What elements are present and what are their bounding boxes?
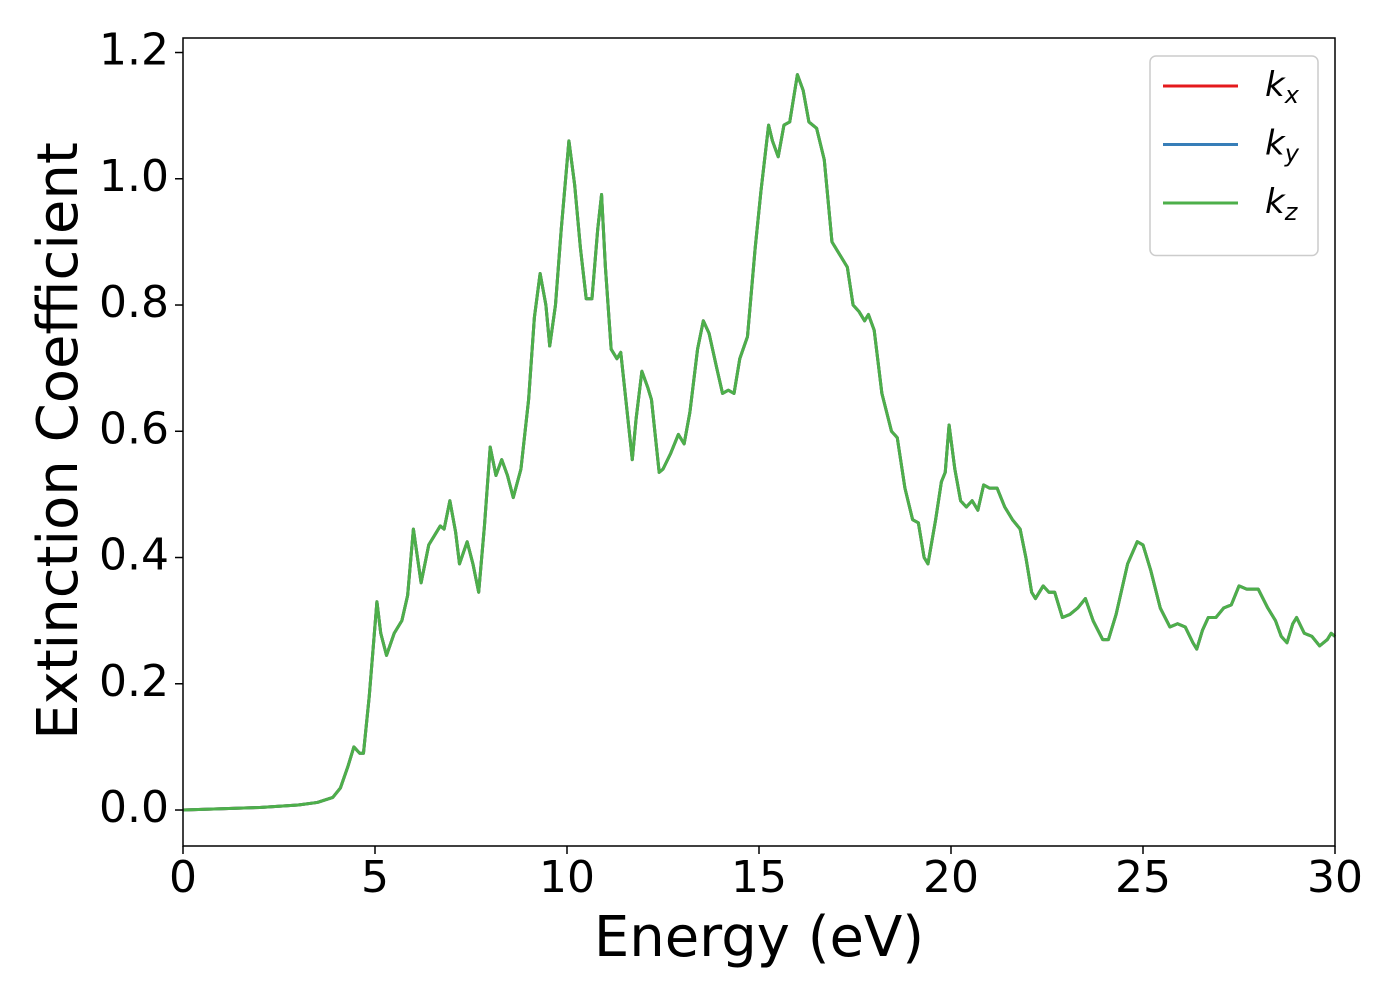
y-tick-label: 0.6	[99, 403, 169, 454]
legend-label: kx	[1265, 65, 1300, 110]
legend-box	[1149, 55, 1319, 257]
legend-label: kz	[1265, 182, 1299, 227]
y-tick-label: 0.2	[99, 656, 169, 707]
y-tick-label: 1.2	[99, 25, 169, 76]
x-tick-label: 0	[169, 852, 197, 903]
plot-frame	[182, 37, 1336, 847]
x-tick-label: 5	[361, 852, 389, 903]
x-tick-label: 25	[1115, 852, 1171, 903]
x-tick-label: 10	[539, 852, 595, 903]
y-axis-label: Extinction Coefficient	[26, 142, 91, 740]
legend-label: ky	[1265, 123, 1300, 168]
x-axis-label: Energy (eV)	[594, 905, 924, 970]
x-tick-label: 15	[731, 852, 787, 903]
x-tick-label: 30	[1307, 852, 1363, 903]
y-tick-label: 0.0	[99, 782, 169, 833]
x-tick-label: 20	[923, 852, 979, 903]
y-tick-label: 0.8	[99, 277, 169, 328]
y-tick-label: 0.4	[99, 530, 169, 581]
y-tick-label: 1.0	[99, 151, 169, 202]
data-line	[182, 73, 1336, 812]
